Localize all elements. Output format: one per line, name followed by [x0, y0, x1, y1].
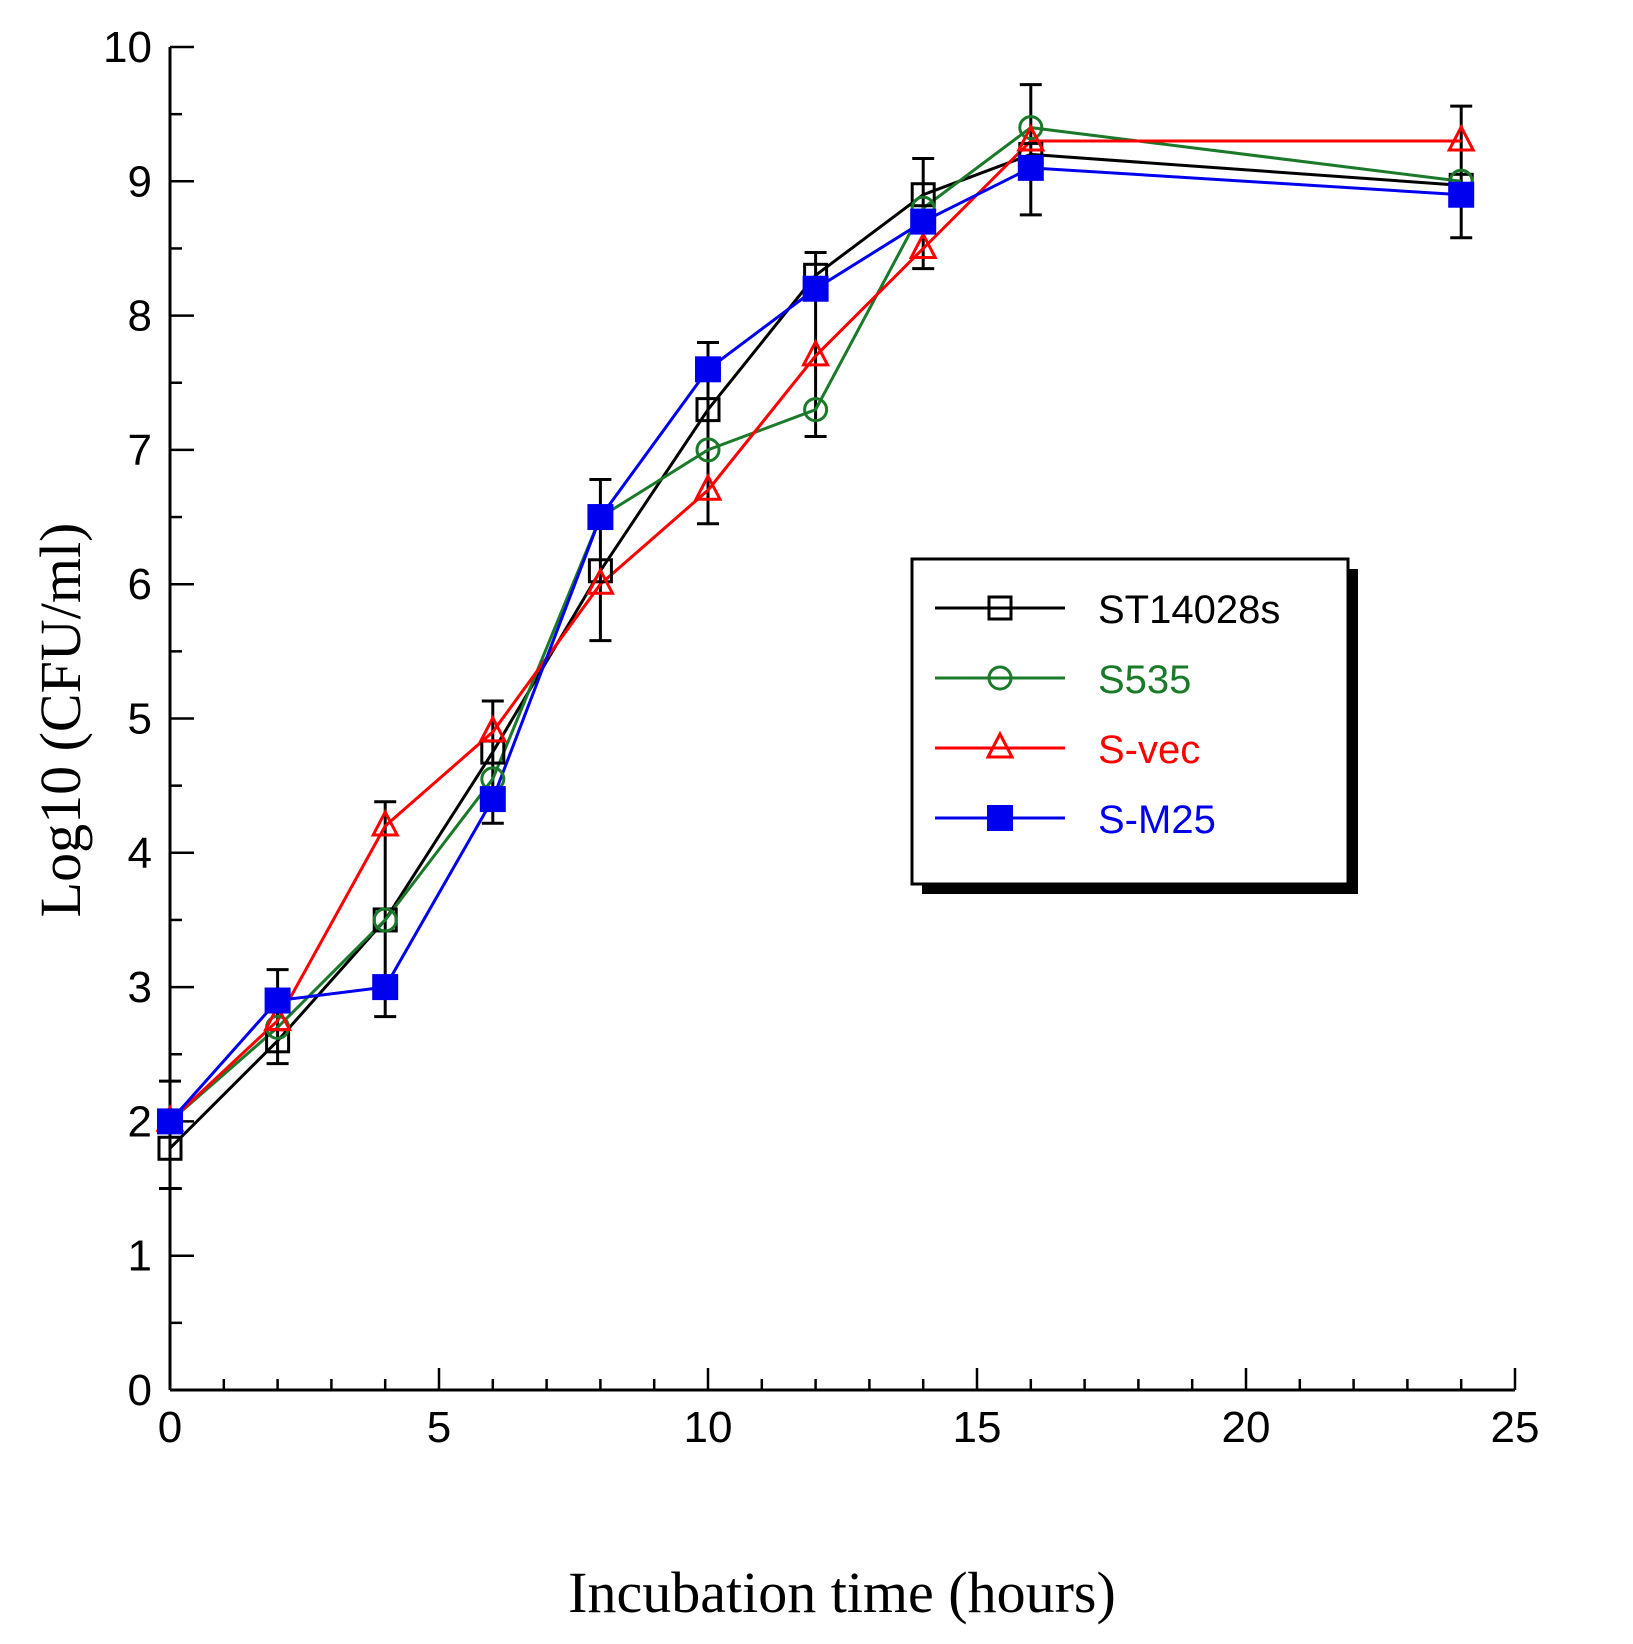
y-tick-label: 6 [128, 560, 152, 609]
legend-label: ST14028s [1098, 588, 1280, 632]
data-point-S-M25 [695, 356, 721, 383]
data-point-S-M25 [157, 1108, 183, 1135]
data-point-S-M25 [802, 275, 829, 302]
data-point-S-M25 [1448, 181, 1475, 208]
y-tick-label: 9 [128, 157, 152, 206]
x-axis-label: Incubation time (hours) [568, 1560, 1116, 1625]
data-point-S535 [803, 397, 829, 423]
series-markers [155, 115, 1476, 1161]
y-tick-label: 4 [128, 829, 152, 878]
x-tick-label: 25 [1491, 1403, 1540, 1452]
data-point-S-M25 [479, 786, 506, 813]
series-line-S-M25 [168, 166, 1462, 1123]
data-point-ST14028s [695, 397, 721, 423]
data-point-ST14028s [910, 182, 936, 208]
x-tick-label: 0 [158, 1403, 182, 1452]
y-tick-label: 2 [128, 1097, 152, 1146]
data-point-S-vec [693, 472, 723, 501]
data-point-S-vec [801, 338, 831, 367]
data-point-S-vec [478, 714, 508, 743]
legend-box [910, 557, 1350, 886]
legend-marker [987, 595, 1013, 621]
x-tick-label: 15 [953, 1403, 1002, 1452]
y-tick-label: 10 [103, 23, 152, 72]
data-point-S-M25 [264, 987, 291, 1014]
x-tick-label: 20 [1222, 1403, 1271, 1452]
data-point-S-M25 [372, 974, 399, 1001]
y-axis-label: Log10 (CFU/ml) [28, 523, 93, 918]
data-point-ST14028s [157, 1135, 183, 1161]
series-lines [168, 126, 1462, 1150]
data-point-S-vec [585, 566, 615, 595]
data-point-S-vec [908, 231, 938, 259]
y-tick-label: 3 [128, 963, 152, 1012]
data-point-S-vec [1446, 123, 1476, 152]
data-point-ST14028s [587, 558, 613, 584]
legend-marker [987, 665, 1013, 691]
series-line-ST14028s [168, 152, 1462, 1150]
legend-label: S-M25 [1098, 798, 1216, 842]
y-tick-label: 5 [128, 695, 152, 744]
legend-marker [987, 805, 1013, 831]
data-point-S-vec [263, 1003, 293, 1032]
data-point-S-vec [1016, 123, 1046, 152]
legend-marker [985, 730, 1015, 759]
y-tick-label: 7 [128, 426, 152, 475]
y-tick-label: 8 [128, 292, 152, 341]
data-point-S-M25 [1017, 154, 1044, 181]
data-point-S535 [695, 437, 721, 463]
data-point-S-M25 [587, 504, 614, 531]
x-tick-label: 5 [427, 1403, 451, 1452]
data-point-S-M25 [910, 208, 937, 235]
series-line-S535 [169, 126, 1462, 1123]
y-tick-label: 1 [128, 1232, 152, 1281]
data-point-S535 [372, 907, 398, 933]
data-point-S535 [1018, 115, 1044, 141]
data-point-S-vec [370, 808, 400, 837]
x-tick-label: 10 [684, 1403, 733, 1452]
legend-label: S535 [1098, 658, 1191, 702]
y-tick-label: 0 [128, 1366, 152, 1415]
legend: ST14028s S535 S-vec S-M25 [910, 557, 1358, 894]
legend-label: S-vec [1098, 728, 1200, 772]
